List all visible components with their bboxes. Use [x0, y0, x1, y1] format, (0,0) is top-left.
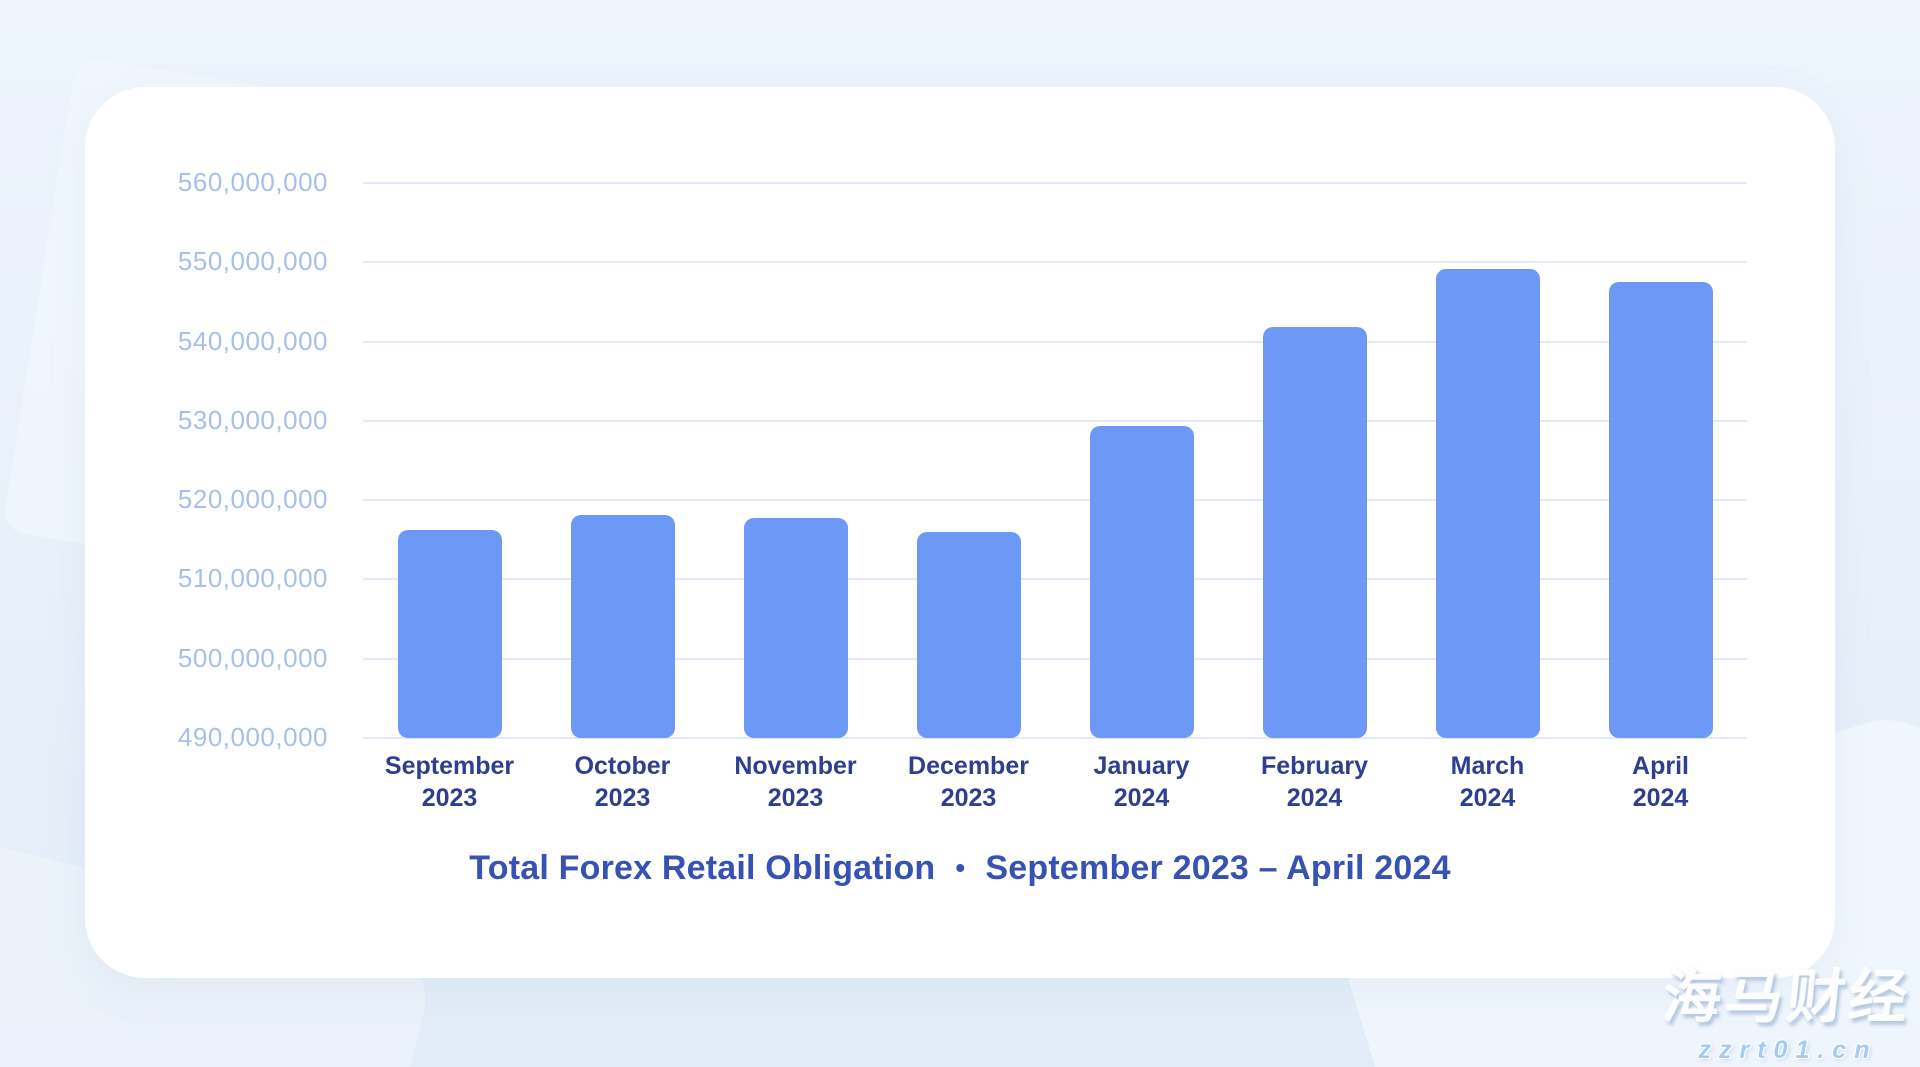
month-label: December: [908, 752, 1029, 780]
year-label: 2024: [1113, 784, 1170, 812]
gridline: [363, 499, 1747, 502]
bar-january-2024: [1089, 425, 1194, 738]
chart-title-period: September 2023 – April 2024: [985, 849, 1451, 887]
bar-slot: [709, 183, 882, 738]
x-axis-category-label: November 2023: [709, 750, 882, 814]
gridline: [363, 419, 1747, 422]
x-axis-category-label: April 2024: [1574, 750, 1747, 814]
month-label: October: [574, 752, 671, 780]
bar-april-2024: [1608, 282, 1713, 738]
watermark: 海马财经 zzrt01.cn: [1660, 950, 1915, 1065]
x-axis-category-label: March 2024: [1401, 750, 1574, 814]
gridline: [363, 657, 1747, 660]
month-label: January: [1093, 752, 1190, 780]
x-axis-category-label: October 2023: [536, 750, 709, 814]
x-axis: September 2023 October 2023 November 202…: [363, 750, 1747, 814]
bar-slot: [1228, 183, 1401, 738]
y-axis-tick-label: 550,000,000: [177, 246, 328, 277]
bar-slot: [536, 183, 709, 738]
year-label: 2024: [1459, 784, 1516, 812]
y-axis-tick-label: 490,000,000: [177, 721, 328, 752]
gridline: [363, 340, 1747, 343]
bar-chart-plot-area: 560,000,000 550,000,000 540,000,000 530,…: [178, 167, 1747, 752]
chart-title-main: Total Forex Retail Obligation: [469, 849, 936, 887]
bar-february-2024: [1262, 326, 1367, 738]
title-separator-dot: •: [955, 852, 966, 883]
bar-october-2023: [570, 515, 675, 738]
chart-card: 560,000,000 550,000,000 540,000,000 530,…: [85, 87, 1835, 978]
gridline: [363, 578, 1747, 581]
y-axis-tick-label: 540,000,000: [177, 325, 328, 356]
x-axis-category-label: December 2023: [882, 750, 1055, 814]
month-label: February: [1261, 752, 1368, 780]
bar-series: [363, 183, 1747, 738]
x-axis-category-label: January 2024: [1055, 750, 1228, 814]
gridline: [363, 182, 1747, 184]
year-label: 2023: [594, 784, 651, 812]
bar-slot: [1401, 183, 1574, 738]
bar-december-2023: [916, 531, 1021, 738]
month-label: March: [1450, 752, 1525, 780]
chart-title: Total Forex Retail Obligation • September …: [85, 849, 1835, 888]
year-label: 2023: [767, 784, 824, 812]
year-label: 2023: [940, 784, 997, 812]
month-label: September: [384, 752, 515, 780]
bar-slot: [1055, 183, 1228, 738]
watermark-brand-text: 海马财经: [1659, 965, 1915, 1030]
month-label: November: [734, 752, 857, 780]
year-label: 2024: [1632, 784, 1689, 812]
y-axis-tick-label: 560,000,000: [177, 166, 328, 197]
x-axis-category-label: September 2023: [363, 750, 536, 814]
bar-slot: [882, 183, 1055, 738]
year-label: 2023: [421, 784, 478, 812]
y-axis-tick-label: 510,000,000: [177, 563, 328, 594]
bar-november-2023: [743, 517, 848, 738]
bar-march-2024: [1435, 269, 1540, 738]
bar-september-2023: [397, 530, 502, 738]
gridline: [363, 261, 1747, 264]
watermark-domain-text: zzrt01.cn: [1698, 1036, 1878, 1064]
x-axis-category-label: February 2024: [1228, 750, 1401, 814]
gridline: [363, 737, 1747, 739]
bar-slot: [363, 183, 536, 738]
bar-slot: [1574, 183, 1747, 738]
month-label: April: [1632, 752, 1689, 780]
y-axis-tick-label: 500,000,000: [177, 642, 328, 673]
y-axis-tick-label: 520,000,000: [177, 484, 328, 515]
y-axis-tick-label: 530,000,000: [177, 404, 328, 435]
year-label: 2024: [1286, 784, 1343, 812]
